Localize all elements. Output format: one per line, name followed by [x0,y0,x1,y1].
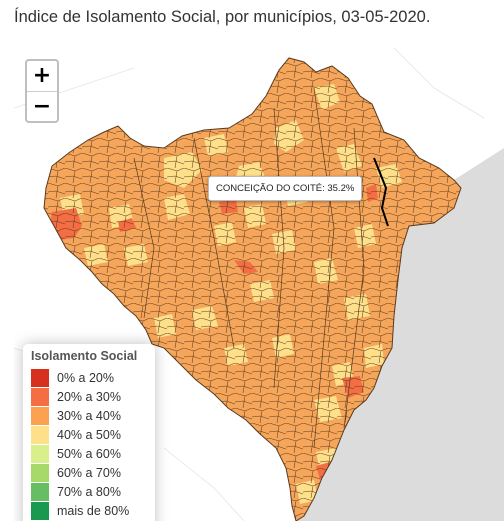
legend-swatch [31,501,49,520]
zoom-in-button[interactable]: + [32,63,52,88]
legend-item: 60% a 70% [31,463,147,482]
legend-item: mais de 80% [31,501,147,520]
municipal-boundaries-major [133,87,365,449]
legend-label: 40% a 50% [57,427,121,442]
legend-item: 30% a 40% [31,406,147,425]
legend-item: 20% a 30% [31,387,147,406]
legend-swatch [31,387,49,406]
legend-label: 0% a 20% [57,370,114,385]
map-container[interactable]: + − CONCEIÇÃO DO COITÉ: 35.2% Isolamento… [14,48,504,521]
municipality-tooltip: CONCEIÇÃO DO COITÉ: 35.2% [208,176,363,201]
legend-swatch [31,482,49,501]
legend: Isolamento Social 0% a 20% 20% a 30% 30% a… [23,344,155,521]
legend-label: 70% a 80% [57,484,121,499]
legend-swatch [31,444,49,463]
legend-item: 50% a 60% [31,444,147,463]
legend-swatch [31,406,49,425]
legend-item: 70% a 80% [31,482,147,501]
neighbor-borders [14,48,485,521]
selected-municipality-outline [373,157,389,227]
legend-label: 50% a 60% [57,446,121,461]
legend-label: 60% a 70% [57,465,121,480]
legend-swatch [31,463,49,482]
legend-item: 0% a 20% [31,368,147,387]
legend-label: 30% a 40% [57,408,121,423]
page-title: Índice de Isolamento Social, por municíp… [14,8,431,26]
legend-label: 20% a 30% [57,389,121,404]
legend-items: 0% a 20% 20% a 30% 30% a 40% 40% a 50% 50% a… [31,368,147,521]
zoom-control: + − [25,59,59,123]
legend-item: 40% a 50% [31,425,147,444]
zoom-out-button[interactable]: − [27,91,57,121]
legend-swatch [31,425,49,444]
legend-swatch [31,368,49,387]
legend-title: Isolamento Social [31,349,138,363]
legend-label: mais de 80% [57,503,130,518]
